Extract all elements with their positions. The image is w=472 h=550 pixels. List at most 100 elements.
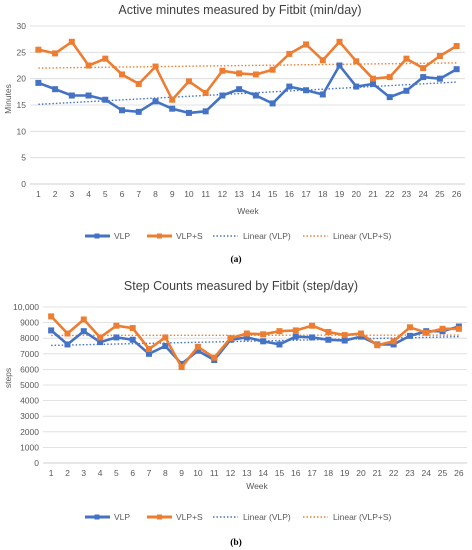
x-tick-label: 5	[103, 189, 108, 199]
data-point	[236, 86, 243, 93]
data-point	[102, 96, 109, 103]
data-point	[129, 336, 136, 343]
legend-label-linear-vlp: Linear (VLP)	[243, 231, 291, 241]
data-point	[169, 96, 176, 103]
data-point	[276, 328, 283, 335]
y-tick-label: 2000	[20, 427, 39, 437]
y-tick-label: 7000	[20, 349, 39, 359]
x-tick-label: 5	[114, 468, 119, 478]
chart-title: Step Counts measured by Fitbit (step/day…	[124, 279, 358, 293]
y-tick-label: 4000	[20, 396, 39, 406]
data-point	[113, 334, 120, 341]
legend-marker-vlp	[94, 233, 100, 239]
legend-marker-vlps	[157, 233, 162, 239]
y-tick-label: 10	[17, 126, 27, 136]
x-tick-label: 12	[226, 468, 236, 478]
plot-area: 0 1000 2000 3000 4000 5000 6000 7000 8000 9000 10,…	[13, 302, 467, 478]
data-point	[260, 331, 267, 338]
trendline	[51, 335, 459, 347]
data-point	[243, 334, 250, 341]
data-point	[420, 74, 427, 81]
y-tick-label: 25	[17, 47, 27, 57]
legend-label-vlp: VLP	[114, 231, 130, 241]
data-point	[35, 46, 42, 53]
x-tick-label: 16	[291, 468, 301, 478]
x-tick-label: 11	[210, 468, 219, 478]
x-tick-label: 18	[318, 189, 328, 199]
x-tick-label: 15	[275, 468, 285, 478]
data-point	[453, 66, 460, 73]
data-point	[353, 58, 360, 65]
data-point	[129, 325, 136, 332]
data-point	[276, 341, 283, 348]
data-point	[341, 337, 348, 344]
data-point	[286, 83, 293, 90]
x-tick-label: 24	[418, 189, 428, 199]
data-point	[455, 325, 462, 332]
x-tick-label: 15	[268, 189, 278, 199]
x-tick-label: 23	[402, 189, 412, 199]
data-point	[358, 330, 364, 337]
y-tick-label: 0	[34, 458, 39, 468]
x-tick-label: 10	[193, 468, 203, 478]
y-tick-label: 8000	[20, 333, 39, 343]
trendline	[38, 62, 457, 69]
data-point	[97, 339, 104, 346]
x-tick-label: 3	[69, 189, 74, 199]
data-point	[243, 330, 250, 337]
x-tick-label: 9	[179, 468, 184, 478]
legend-label-vlps: VLP+S	[176, 512, 203, 522]
x-tick-label: 4	[86, 189, 91, 199]
data-point	[403, 55, 410, 62]
y-tick-label: 3000	[20, 411, 39, 421]
x-tick-label: 17	[301, 189, 311, 199]
data-point	[169, 105, 176, 112]
x-tick-label: 10	[184, 189, 194, 199]
x-tick-label: 6	[130, 468, 135, 478]
data-point	[353, 83, 360, 90]
x-axis-label: Week	[246, 481, 268, 491]
y-axis-label: Minutes	[3, 84, 13, 114]
data-point	[269, 100, 276, 107]
data-point	[303, 41, 310, 48]
x-tick-label: 25	[438, 468, 448, 478]
y-tick-label: 0	[21, 179, 26, 189]
x-tick-label: 20	[352, 189, 362, 199]
data-point	[135, 108, 142, 115]
legend: VLP VLP+S Linear (VLP) Linear (VLP+S)	[85, 231, 392, 241]
data-point	[236, 70, 243, 77]
data-point	[439, 325, 446, 332]
data-point	[369, 75, 376, 82]
data-point	[269, 66, 276, 73]
x-axis-label: Week	[237, 206, 259, 216]
x-tick-label: 26	[452, 189, 462, 199]
data-point	[319, 91, 326, 98]
data-point	[219, 92, 226, 99]
data-point	[97, 334, 104, 341]
data-point	[227, 335, 234, 342]
y-tick-label: 5	[21, 153, 26, 163]
data-point	[194, 343, 201, 350]
caption: (b)	[230, 537, 242, 548]
data-point	[390, 341, 397, 348]
y-tick-label: 6000	[20, 364, 39, 374]
x-tick-label: 14	[258, 468, 268, 478]
data-point	[341, 332, 348, 339]
data-point	[436, 53, 443, 60]
x-tick-label: 21	[373, 468, 383, 478]
x-tick-label: 23	[405, 468, 415, 478]
y-tick-label: 10,000	[13, 302, 39, 312]
data-point	[178, 360, 185, 367]
x-tick-label: 7	[147, 468, 152, 478]
data-point	[48, 327, 55, 334]
x-tick-label: 14	[251, 189, 261, 199]
data-point	[309, 322, 316, 329]
legend-label-linear-vlp: Linear (VLP)	[243, 512, 291, 522]
x-tick-label: 4	[98, 468, 103, 478]
x-tick-label: 22	[389, 468, 399, 478]
data-point	[113, 322, 120, 329]
data-point	[406, 324, 413, 331]
data-point	[64, 341, 71, 348]
data-point	[211, 354, 218, 361]
